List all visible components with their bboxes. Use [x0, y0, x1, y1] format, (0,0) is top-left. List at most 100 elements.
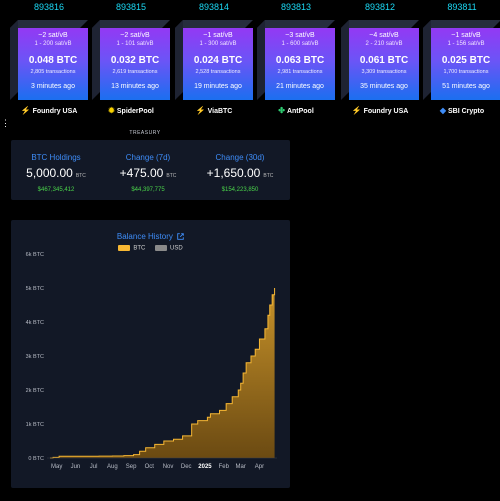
x-tick-label: Apr	[255, 464, 264, 470]
stat-label: BTC Holdings	[31, 153, 81, 162]
stat-amount: +1,650.00	[206, 166, 261, 180]
pool-name: AntPool	[286, 108, 314, 115]
cube-top-face	[92, 20, 170, 28]
y-tick-label: 4k BTC	[26, 320, 44, 326]
block-cube[interactable]: ~3 sat/vB 1 - 600 sat/vB 0.063 BTC 2,981 tr…	[257, 20, 335, 100]
cube-side-face	[423, 20, 431, 100]
cube-side-face	[10, 20, 18, 100]
external-link-icon[interactable]	[177, 233, 184, 241]
pool-name: Foundry USA	[32, 108, 78, 115]
pool-name: SBI Crypto	[447, 108, 485, 115]
block-cube[interactable]: ~1 sat/vB 1 - 300 sat/vB 0.024 BTC 2,528 tr…	[175, 20, 253, 100]
pool-name: Foundry USA	[363, 108, 409, 115]
transaction-count: 1,700 transactions	[443, 69, 489, 75]
mined-time: 3 minutes ago	[31, 83, 75, 90]
stat-usd: $44,397,775	[131, 187, 165, 193]
cube-side-face	[257, 20, 265, 100]
cube-side-face	[175, 20, 183, 100]
cube-side-face	[341, 20, 349, 100]
mining-pool[interactable]: ⚡ Foundry USA	[10, 106, 88, 118]
mined-time: 19 minutes ago	[194, 83, 242, 90]
block-reward: 0.032 BTC	[110, 55, 160, 66]
pool-name: ViaBTC	[207, 108, 233, 115]
block-height[interactable]: 893813	[280, 2, 312, 12]
cube-top-face	[175, 20, 253, 28]
transaction-count: 2,981 transactions	[277, 69, 323, 75]
cube-front-face: ~4 sat/vB 2 - 210 sat/vB 0.061 BTC 3,309 tr…	[349, 28, 419, 100]
legend-label: USD	[170, 245, 183, 252]
x-tick-label: Aug	[107, 464, 118, 470]
stat-value: 5,000.00 BTC	[11, 166, 101, 183]
mined-time: 13 minutes ago	[111, 83, 159, 90]
y-tick-label: 0 BTC	[28, 456, 44, 462]
block-height[interactable]: 893816	[33, 2, 65, 12]
treasury-label: TREASURY	[129, 130, 161, 136]
stat-label: Change (7d)	[125, 153, 171, 162]
y-tick-label: 6k BTC	[26, 252, 44, 258]
stat-unit: BTC	[166, 173, 177, 179]
mining-pool[interactable]: ⚡ ViaBTC	[175, 106, 253, 118]
legend-item-btc[interactable]: BTC	[118, 245, 145, 252]
x-tick-label: Nov	[163, 464, 174, 470]
balance-history-panel: Balance History BTC USD 0 BTC 1k BTC 2k BT…	[11, 220, 290, 488]
cube-top-face	[423, 20, 500, 28]
stat-unit: BTC	[263, 173, 274, 179]
x-tick-label: 2025	[198, 464, 212, 470]
fee-range: 1 - 300 sat/vB	[199, 41, 237, 47]
block-cube[interactable]: ~1 sat/vB 1 - 156 sat/vB 0.025 BTC 1,700 tr…	[423, 20, 500, 100]
x-tick-label: Jun	[71, 464, 81, 470]
block-height[interactable]: 893815	[115, 2, 147, 12]
transaction-count: 2,805 transactions	[30, 69, 76, 75]
median-fee: ~2 sat/vB	[120, 32, 150, 39]
transaction-count: 2,619 transactions	[112, 69, 158, 75]
block-cube[interactable]: ~4 sat/vB 2 - 210 sat/vB 0.061 BTC 3,309 tr…	[341, 20, 419, 100]
block-height[interactable]: 893814	[198, 2, 230, 12]
fee-range: 2 - 210 sat/vB	[365, 41, 403, 47]
median-fee: ~4 sat/vB	[369, 32, 399, 39]
x-tick-label: Jul	[90, 464, 98, 470]
cube-side-face	[92, 20, 100, 100]
mining-pool[interactable]: ⚡ Foundry USA	[341, 106, 419, 118]
cube-top-face	[257, 20, 335, 28]
cube-front-face: ~2 sat/vB 1 - 101 sat/vB 0.032 BTC 2,619 tr…	[100, 28, 170, 100]
block-height[interactable]: 893812	[364, 2, 396, 12]
median-fee: ~3 sat/vB	[285, 32, 315, 39]
stat-btc-holdings: BTC Holdings 5,000.00 BTC $467,345,412	[11, 153, 101, 194]
mining-pool[interactable]: ✹ SpiderPool	[92, 106, 170, 118]
mining-pool[interactable]: ✤ AntPool	[257, 106, 335, 118]
legend-item-usd[interactable]: USD	[155, 245, 183, 252]
median-fee: ~1 sat/vB	[451, 32, 481, 39]
mined-time: 51 minutes ago	[442, 83, 490, 90]
stat-change-30d: Change (30d) +1,650.00 BTC $154,223,850	[195, 153, 285, 194]
stat-value: +1,650.00 BTC	[195, 166, 285, 183]
block-cube[interactable]: ~2 sat/vB 1 - 200 sat/vB 0.048 BTC 2,805 tr…	[10, 20, 88, 100]
sbi-icon: ◆	[439, 106, 446, 115]
cube-front-face: ~1 sat/vB 1 - 156 sat/vB 0.025 BTC 1,700 tr…	[431, 28, 500, 100]
btc-balance-line	[50, 288, 276, 459]
stat-amount: +475.00	[119, 166, 164, 180]
cube-top-face	[341, 20, 419, 28]
x-tick-label: Sep	[126, 464, 137, 470]
fee-range: 1 - 600 sat/vB	[281, 41, 319, 47]
balance-history-chart: 0 BTC 1k BTC 2k BTC 3k BTC 4k BTC 5k BTC 6k BT…	[26, 252, 277, 470]
legend-swatch	[118, 245, 131, 251]
block-cube[interactable]: ~2 sat/vB 1 - 101 sat/vB 0.032 BTC 2,619 tr…	[92, 20, 170, 100]
cube-front-face: ~3 sat/vB 1 - 600 sat/vB 0.063 BTC 2,981 tr…	[265, 28, 335, 100]
lightning-icon: ⚡	[20, 106, 31, 115]
spider-icon: ✹	[108, 106, 115, 115]
fee-range: 1 - 156 sat/vB	[447, 41, 485, 47]
block-reward: 0.048 BTC	[28, 55, 78, 66]
fee-range: 1 - 101 sat/vB	[116, 41, 154, 47]
mining-pool[interactable]: ◆ SBI Crypto	[423, 106, 500, 118]
treasury-stats-panel: BTC Holdings 5,000.00 BTC $467,345,412 Ch…	[11, 140, 290, 200]
median-fee: ~1 sat/vB	[203, 32, 233, 39]
more-options-icon[interactable]: ⋮	[1, 118, 10, 128]
balance-history-link[interactable]: Balance History	[11, 232, 290, 241]
fee-range: 1 - 200 sat/vB	[34, 41, 72, 47]
mined-time: 21 minutes ago	[276, 83, 324, 90]
cube-top-face	[10, 20, 88, 28]
block-height[interactable]: 893811	[447, 2, 477, 12]
stat-label: Change (30d)	[215, 153, 265, 162]
transaction-count: 3,309 transactions	[361, 69, 407, 75]
x-tick-label: May	[51, 464, 62, 470]
